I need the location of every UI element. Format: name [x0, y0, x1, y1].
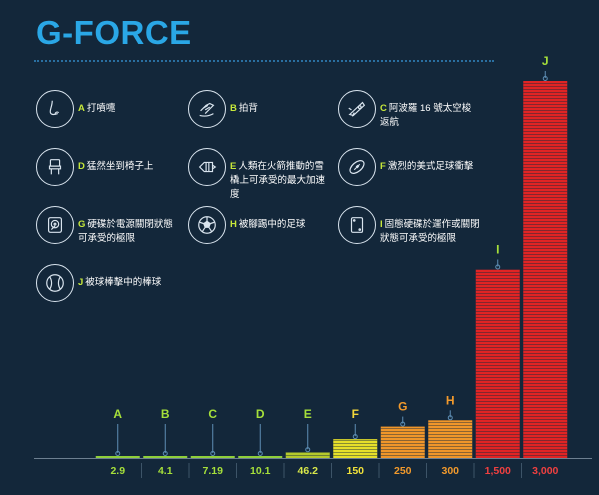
leader-dot	[257, 451, 263, 456]
leader-dot	[495, 264, 501, 270]
bar-a	[95, 456, 140, 458]
legend-label: 固態硬碟於運作或關閉狀態可承受的極限	[380, 219, 480, 244]
bar-b	[143, 456, 188, 458]
legend-item-b: B 拍背	[188, 90, 330, 128]
bar-stripes	[475, 269, 520, 458]
soccer-ball-icon	[188, 206, 226, 244]
category-letter: B	[161, 407, 170, 421]
legend-item-h: H 被腳踢中的足球	[188, 206, 330, 244]
bar-stripes	[333, 439, 378, 458]
category-letter: G	[398, 400, 407, 414]
bar-stripes	[285, 452, 330, 458]
bar-d	[238, 456, 283, 458]
legend-letter: E	[230, 161, 237, 172]
page-title: G-FORCE	[36, 14, 192, 51]
rocket-sled-icon	[188, 148, 226, 186]
legend-item-a: A 打噴嚏	[36, 90, 178, 128]
legend-item-e: E 人類在火箭推動的雪橇上可承受的最大加速度	[188, 148, 330, 202]
leader-dot	[352, 434, 358, 440]
value-label: 1,500	[485, 465, 511, 477]
value-label: 3,000	[532, 465, 558, 477]
bar-stripes	[428, 420, 473, 458]
legend-label: 阿波羅 16 號太空梭返航	[380, 103, 472, 128]
nose-icon	[36, 90, 74, 128]
legend-letter: B	[230, 103, 237, 114]
value-label: 7.19	[203, 465, 224, 477]
legend-letter: A	[78, 103, 85, 114]
leader-dot	[210, 451, 216, 456]
value-label: 4.1	[158, 465, 173, 477]
legend-label: 猛然坐到椅子上	[86, 161, 154, 172]
legend-label: 硬碟於電源關閉狀態可承受的極限	[78, 219, 173, 244]
category-letter: I	[496, 243, 499, 257]
legend-label: 拍背	[238, 103, 258, 114]
legend-letter: G	[78, 219, 86, 230]
legend-label: 激烈的美式足球衝擊	[387, 161, 474, 172]
leader-dot	[305, 447, 311, 453]
spacecraft-icon	[338, 90, 376, 128]
category-letter: E	[304, 407, 312, 421]
value-label: 150	[346, 465, 364, 477]
legend-letter: J	[78, 277, 84, 288]
bar-c	[190, 456, 235, 458]
leader-dot	[447, 415, 453, 421]
leader-dot	[542, 76, 548, 81]
chair-icon	[36, 148, 74, 186]
title-divider	[34, 60, 494, 62]
value-label: 300	[441, 465, 459, 477]
legend-item-f: F 激烈的美式足球衝擊	[338, 148, 480, 186]
category-letter: C	[208, 407, 217, 421]
value-label: 2.9	[110, 465, 125, 477]
legend-item-g: G 硬碟於電源關閉狀態可承受的極限	[36, 206, 178, 246]
bar-stripes	[523, 81, 568, 458]
ssd-icon	[338, 206, 376, 244]
leader-dot	[400, 421, 406, 427]
category-letter: F	[352, 407, 359, 421]
legend-label: 被球棒擊中的棒球	[85, 277, 162, 288]
baseball-icon	[36, 264, 74, 302]
legend-letter: H	[230, 219, 237, 230]
value-label: 10.1	[250, 465, 271, 477]
legend-label: 被腳踢中的足球	[238, 219, 306, 230]
legend-item-d: D 猛然坐到椅子上	[36, 148, 178, 186]
legend-label: 打噴嚏	[86, 103, 116, 114]
leader-dot	[115, 451, 121, 456]
leader-dot	[162, 451, 168, 456]
legend-letter: C	[380, 103, 387, 114]
category-letter: J	[542, 54, 549, 68]
value-label: 46.2	[298, 465, 319, 477]
legend-label: 人類在火箭推動的雪橇上可承受的最大加速度	[230, 161, 326, 200]
category-letter: A	[113, 407, 122, 421]
legend-item-j: J 被球棒擊中的棒球	[36, 264, 178, 302]
bar-stripes	[380, 426, 425, 458]
legend-item-c: C 阿波羅 16 號太空梭返航	[338, 90, 480, 130]
hard-drive-icon	[36, 206, 74, 244]
category-letter: H	[446, 393, 455, 407]
legend-item-i: I 固態硬碟於運作或關閉狀態可承受的極限	[338, 206, 480, 246]
legend-letter: I	[380, 219, 383, 230]
legend-letter: D	[78, 161, 85, 172]
football-icon	[338, 148, 376, 186]
category-letter: D	[256, 407, 265, 421]
pat-back-icon	[188, 90, 226, 128]
value-label: 250	[394, 465, 412, 477]
legend-letter: F	[380, 161, 386, 172]
